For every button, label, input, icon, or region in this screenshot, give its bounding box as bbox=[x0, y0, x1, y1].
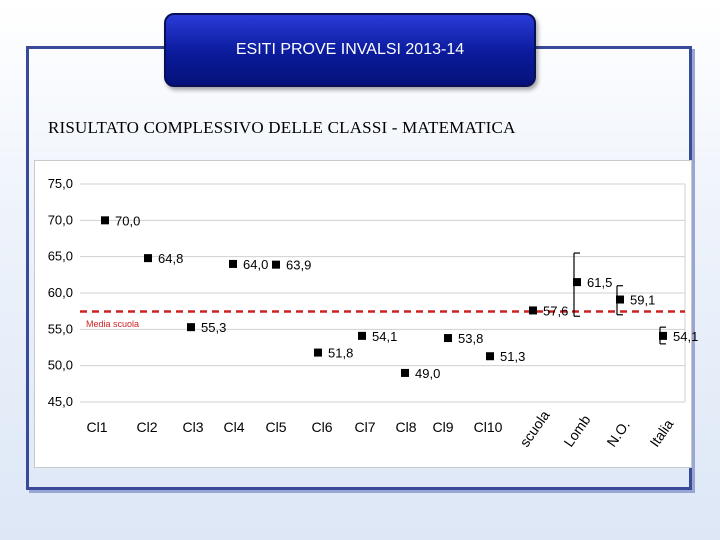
data-label: 57,6 bbox=[543, 303, 568, 318]
data-point bbox=[144, 254, 152, 263]
data-label: 64,8 bbox=[158, 251, 183, 266]
y-tick-label: 50,0 bbox=[48, 358, 73, 373]
data-label: 49,0 bbox=[415, 366, 440, 381]
data-label: 63,9 bbox=[286, 258, 311, 273]
reference-line-group: Media scuola bbox=[80, 310, 685, 329]
slide-title: ESITI PROVE INVALSI 2013-14 bbox=[235, 41, 465, 58]
y-tick-label: 75,0 bbox=[48, 176, 73, 191]
data-label: 51,8 bbox=[328, 346, 353, 361]
y-tick-label: 65,0 bbox=[48, 249, 73, 264]
data-point bbox=[444, 334, 452, 343]
data-point bbox=[573, 278, 581, 287]
x-tick-label: Cl4 bbox=[223, 419, 244, 435]
x-tick-label: Cl9 bbox=[432, 419, 453, 435]
data-point bbox=[187, 323, 195, 332]
x-tick-label: Italia bbox=[646, 416, 676, 450]
reference-line-label: Media scuola bbox=[86, 319, 139, 329]
data-label: 51,3 bbox=[500, 349, 525, 364]
data-point bbox=[272, 260, 280, 269]
x-tick-label: Lomb bbox=[560, 412, 593, 450]
x-tick-label: Cl1 bbox=[86, 419, 107, 435]
data-label: 59,1 bbox=[630, 293, 655, 308]
data-label: 54,1 bbox=[372, 329, 397, 344]
data-point bbox=[358, 331, 366, 340]
y-tick-label: 60,0 bbox=[48, 285, 73, 300]
chart-panel bbox=[34, 160, 692, 468]
y-tick-label: 70,0 bbox=[48, 212, 73, 227]
x-tick-label: Cl2 bbox=[136, 419, 157, 435]
data-label: 54,1 bbox=[673, 329, 698, 344]
x-axis-ticks: Cl1 Cl2 Cl3 Cl4 Cl5 Cl6 Cl7 Cl8 Cl9 Cl10 scuola Lom… bbox=[86, 407, 676, 450]
x-tick-label: Cl5 bbox=[265, 419, 286, 435]
x-tick-label: Cl8 bbox=[395, 419, 416, 435]
x-tick-label: Cl6 bbox=[311, 419, 332, 435]
x-tick-label: scuola bbox=[516, 407, 552, 450]
x-tick-label: Cl3 bbox=[182, 419, 203, 435]
data-points: 70,0 64,8 55,3 64,0 63,9 51,8 54,1 49,0 53,8 51,3… bbox=[101, 213, 698, 381]
data-point bbox=[529, 306, 537, 315]
data-point bbox=[229, 259, 237, 268]
data-label: 53,8 bbox=[458, 331, 483, 346]
data-point bbox=[314, 348, 322, 357]
x-tick-label: N.O. bbox=[603, 417, 633, 450]
data-point bbox=[486, 352, 494, 361]
slide-title-box: ESITI PROVE INVALSI 2013-14 bbox=[164, 13, 536, 87]
chart-grid bbox=[80, 183, 686, 403]
data-point bbox=[401, 368, 409, 377]
data-point bbox=[659, 331, 667, 340]
data-label: 55,3 bbox=[201, 320, 226, 335]
data-label: 70,0 bbox=[115, 213, 140, 228]
data-point bbox=[101, 216, 109, 225]
y-axis-ticks: 75,0 70,0 65,0 60,0 55,0 50,0 45,0 bbox=[48, 176, 73, 409]
y-tick-label: 55,0 bbox=[48, 321, 73, 336]
chart-heading: RISULTATO COMPLESSIVO DELLE CLASSI - MAT… bbox=[48, 118, 516, 137]
data-point bbox=[616, 295, 624, 304]
data-label: 64,0 bbox=[243, 257, 268, 272]
data-label: 61,5 bbox=[587, 275, 612, 290]
y-tick-label: 45,0 bbox=[48, 394, 73, 409]
x-tick-label: Cl10 bbox=[474, 419, 503, 435]
x-tick-label: Cl7 bbox=[354, 419, 375, 435]
